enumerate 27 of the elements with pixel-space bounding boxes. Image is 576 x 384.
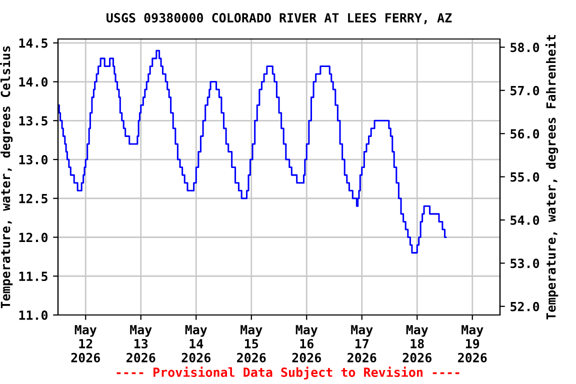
y2-tick-label: 56.0 <box>510 129 540 139</box>
x-tick-label: May 16 2026 <box>292 325 321 362</box>
text: ---- Provisional Data Subject to Revision ---- <box>116 366 460 380</box>
y-tick-label: 14.0 <box>19 77 48 87</box>
y-tick-label: 12.0 <box>19 232 48 242</box>
x-tick-label: May 15 2026 <box>237 325 266 362</box>
y-tick-label: 11.5 <box>19 272 48 282</box>
y2-tick-label: 58.0 <box>510 42 540 52</box>
chart-title: USGS 09380000 COLORADO RIVER AT LEES FERRY, AZ <box>106 13 452 24</box>
y-tick-label: 13.0 <box>19 154 48 164</box>
x-tick-label: May 17 2026 <box>348 325 376 362</box>
x-tick-label: May 13 2026 <box>126 325 156 362</box>
y2-tick-label: 55.0 <box>510 172 540 182</box>
x-tick-label: May 18 2026 <box>402 325 432 362</box>
y2-tick-label: 52.0 <box>510 302 540 312</box>
x-tick-label: May 14 2026 <box>182 325 210 362</box>
y-tick-label: 14.5 <box>19 38 48 48</box>
y-axis-title: Temperature, water, degrees Celsius <box>0 46 13 308</box>
y2-tick-label: 54.0 <box>510 215 540 225</box>
y-tick-label: 11.0 <box>19 310 48 320</box>
x-tick-label: May 12 2026 <box>71 325 100 362</box>
y2-axis-title: Temperature, water, degrees Fahrenheit <box>545 34 558 320</box>
y-tick-label: 13.5 <box>19 116 48 126</box>
x-tick-label: May 19 2026 <box>458 325 487 362</box>
y2-tick-label: 57.0 <box>510 86 540 96</box>
y-tick-label: 12.5 <box>19 194 48 204</box>
y2-tick-label: 53.0 <box>510 258 540 268</box>
